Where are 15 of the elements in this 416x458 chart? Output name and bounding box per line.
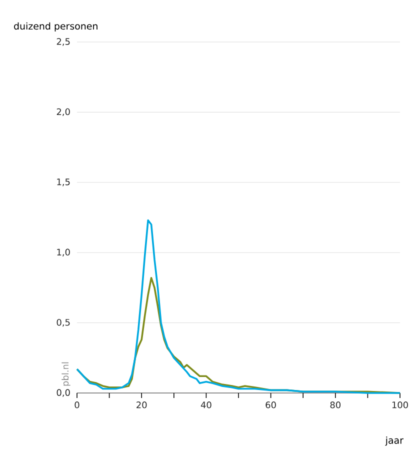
x-axis-title: jaar <box>385 436 404 446</box>
y-tick-label: 2,0 <box>56 108 70 116</box>
x-tick-label: 60 <box>266 402 276 408</box>
y-tick-label: 2,5 <box>56 38 70 46</box>
y-axis-title: duizend personen <box>14 22 98 32</box>
y-tick-label: 1,0 <box>57 248 70 256</box>
x-tick-label: 40 <box>200 402 212 408</box>
x-tick-label: 100 <box>392 402 408 408</box>
y-tick-label: 1,5 <box>57 178 70 186</box>
x-tick-label: 80 <box>330 402 341 408</box>
x-tick-label: 20 <box>136 402 147 408</box>
text: pbl.nl <box>62 362 70 386</box>
y-tick-label: 0,0 <box>56 389 70 397</box>
y-tick-label: 0,5 <box>56 318 70 327</box>
x-tick-label: 0 <box>74 402 80 408</box>
